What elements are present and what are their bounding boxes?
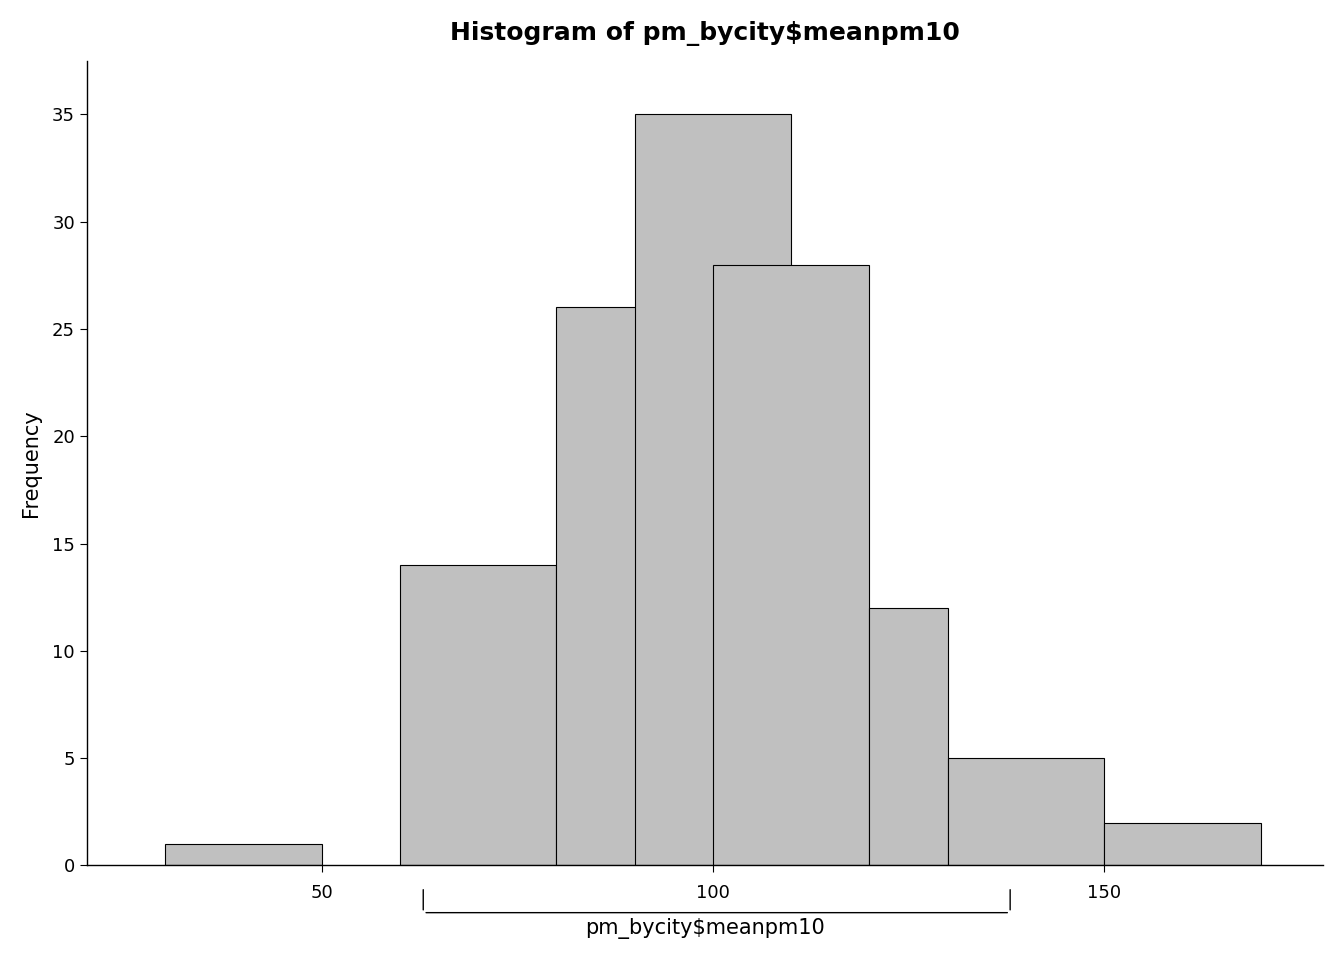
Bar (712, 265, 870, 866)
Bar (1103, 823, 1261, 866)
Title: Histogram of pm_bycity$meanpm10: Histogram of pm_bycity$meanpm10 (450, 21, 960, 46)
X-axis label: pm_bycity$meanpm10: pm_bycity$meanpm10 (585, 918, 825, 939)
Y-axis label: Frequency: Frequency (22, 409, 40, 516)
Bar (165, 844, 321, 866)
Bar (399, 565, 556, 866)
Bar (948, 758, 1103, 866)
Bar (556, 307, 712, 866)
Bar (870, 608, 948, 866)
Bar (634, 114, 792, 866)
